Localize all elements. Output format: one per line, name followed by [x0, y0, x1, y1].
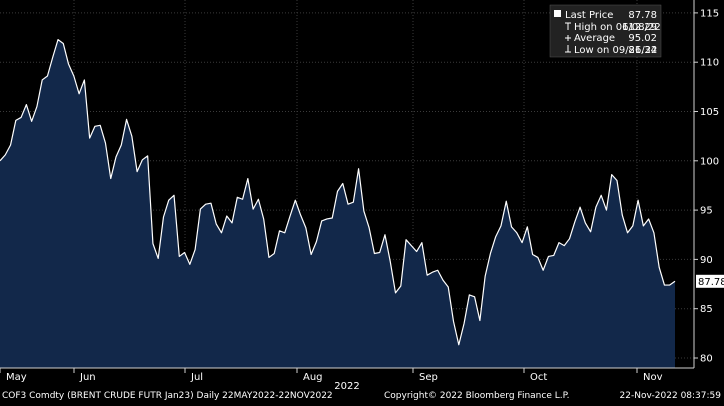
y-tick-label: 100 — [700, 156, 719, 167]
y-tick-label: 85 — [700, 304, 713, 315]
legend-value-average: 95.02 — [628, 33, 657, 44]
footer-security-info: COF3 Comdty (BRENT CRUDE FUTR Jan23) Dai… — [2, 391, 333, 401]
filled-square-icon — [554, 10, 561, 17]
area-series — [0, 39, 676, 369]
last-value-label: 87.78 — [698, 277, 724, 288]
price-chart: 80 85 90 95 100 105 110 115 May Jun Jul Aug Sep Oct N… — [0, 0, 724, 390]
x-tick-label: Oct — [530, 372, 547, 383]
high-marker-icon — [565, 22, 571, 30]
legend-label-high: High on 06/08/22 — [574, 22, 661, 33]
footer-timestamp: 22-Nov-2022 08:37:59 — [619, 391, 721, 401]
y-tick-label: 95 — [700, 206, 713, 217]
x-tick-label: Nov — [643, 372, 663, 383]
last-value-badge: 87.78 — [696, 274, 724, 288]
low-marker-icon — [565, 45, 571, 53]
legend-value-low: 81.34 — [628, 45, 657, 56]
footer-copyright: Copyright© 2022 Bloomberg Finance L.P. — [384, 391, 570, 401]
x-tick-label: May — [6, 372, 27, 383]
legend: Last Price 87.78 High on 06/08/22 112.29… — [549, 4, 662, 58]
legend-label-average: Average — [574, 33, 615, 44]
y-tick-label: 105 — [700, 107, 719, 118]
y-axis-ticks: 80 85 90 95 100 105 110 115 — [694, 8, 719, 365]
x-year-label: 2022 — [334, 381, 359, 390]
y-tick-label: 80 — [700, 354, 713, 365]
x-tick-label: Jun — [79, 372, 96, 383]
x-tick-label: Sep — [419, 372, 438, 383]
legend-label-low: Low on 09/26/22 — [574, 45, 657, 56]
y-tick-label: 115 — [700, 8, 719, 19]
x-tick-label: Jul — [190, 372, 203, 383]
y-tick-label: 110 — [700, 58, 719, 69]
price-area-fill — [0, 39, 675, 369]
legend-value-high: 112.29 — [622, 22, 657, 33]
x-axis-ticks: May Jun Jul Aug Sep Oct Nov — [0, 368, 663, 383]
x-tick-label: Aug — [303, 372, 323, 383]
price-line — [0, 39, 676, 346]
y-tick-label: 90 — [700, 255, 713, 266]
average-marker-icon — [565, 35, 571, 41]
legend-label-last: Last Price — [565, 10, 613, 21]
legend-value-last: 87.78 — [628, 10, 657, 21]
